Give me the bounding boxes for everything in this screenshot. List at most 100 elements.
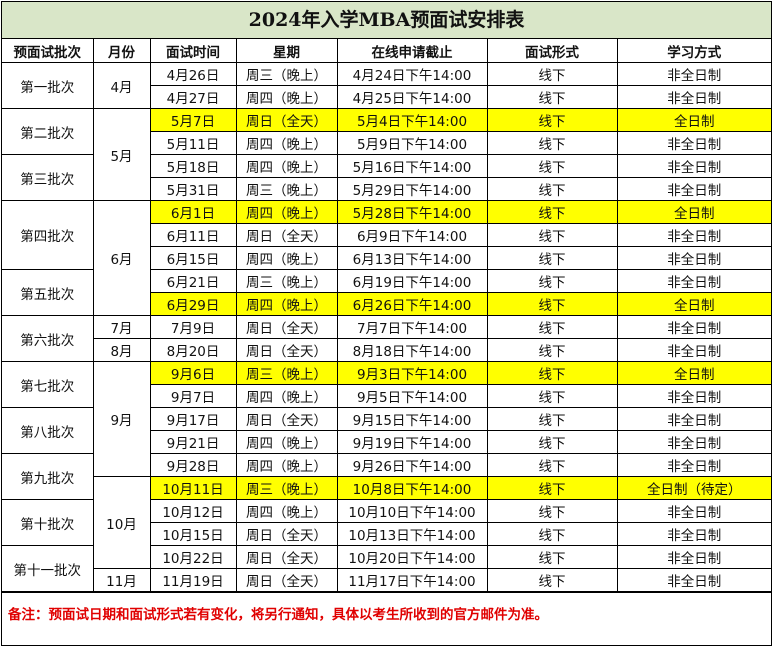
batch-cell: 第四批次 — [2, 200, 94, 270]
deadline-cell: 10月20日下午14:00 — [336, 545, 488, 569]
table-row: 5月11日 周四（晚上） 5月9日下午14:00 线下 非全日制 — [2, 131, 771, 155]
footnote: 备注：预面试日期和面试形式若有变化，将另行通知，具体以考生所收到的官方邮件为准。 — [2, 592, 771, 637]
weekday-cell: 周四（晚上） — [235, 453, 338, 477]
deadline-cell: 8月18日下午14:00 — [336, 338, 488, 362]
header-batch: 预面试批次 — [2, 39, 94, 63]
header-date: 面试时间 — [149, 39, 237, 63]
month-cell: 9月 — [92, 361, 151, 477]
deadline-cell: 6月13日下午14:00 — [336, 246, 488, 270]
study-cell: 非全日制 — [616, 568, 771, 592]
date-cell: 9月6日 — [149, 361, 237, 385]
weekday-cell: 周日（全天） — [235, 338, 338, 362]
deadline-cell: 9月26日下午14:00 — [336, 453, 488, 477]
batch-cell: 第三批次 — [2, 154, 94, 201]
study-cell: 非全日制 — [616, 384, 771, 408]
weekday-cell: 周三（晚上） — [235, 361, 338, 385]
format-cell: 线下 — [486, 568, 618, 592]
weekday-cell: 周四（晚上） — [235, 430, 338, 454]
table-row: 10月 10月11日 周三（晚上） 10月8日下午14:00 线下 全日制（待定） — [2, 476, 771, 569]
table-body: 第一批次 4月 4月26日 周三（晚上） 4月24日下午14:00 线下 非全日制 4月27日… — [2, 62, 771, 592]
date-cell: 10月11日 — [149, 476, 237, 500]
format-cell: 线下 — [486, 407, 618, 431]
deadline-cell: 10月13日下午14:00 — [336, 522, 488, 546]
date-cell: 6月1日 — [149, 200, 237, 224]
date-cell: 6月15日 — [150, 246, 237, 270]
table-row: 第十一批次 10月22日 周日（全天） 10月20日下午14:00 线下 非全日制 — [2, 545, 771, 592]
format-cell: 线下 — [486, 246, 618, 270]
deadline-cell: 9月5日下午14:00 — [336, 384, 488, 408]
date-cell: 9月17日 — [149, 407, 237, 431]
weekday-cell: 周日（全天） — [235, 223, 338, 247]
study-cell: 非全日制 — [616, 338, 771, 362]
table-row: 6月11日 周日（全天） 6月9日下午14:00 线下 非全日制 — [2, 223, 771, 247]
deadline-cell: 4月25日下午14:00 — [336, 85, 488, 109]
table-row: 第三批次 5月18日 周四（晚上） 5月16日下午14:00 线下 非全日制 — [2, 154, 771, 201]
study-cell: 非全日制 — [616, 154, 771, 178]
table-row: 11月 11月19日 周日（全天） 11月17日下午14:00 线下 非全日制 — [2, 568, 771, 592]
deadline-cell: 11月17日下午14:00 — [336, 568, 488, 592]
date-cell: 5月18日 — [149, 154, 237, 178]
deadline-cell: 9月3日下午14:00 — [336, 361, 488, 385]
format-cell: 线下 — [486, 476, 618, 500]
weekday-cell: 周日（全天） — [235, 315, 338, 339]
format-cell: 线下 — [486, 430, 618, 454]
date-cell: 9月28日 — [149, 453, 237, 477]
study-cell: 非全日制 — [616, 177, 771, 201]
header-weekday: 星期 — [235, 39, 338, 63]
format-cell: 线下 — [486, 62, 618, 86]
date-cell: 9月7日 — [150, 384, 237, 408]
format-cell: 线下 — [486, 108, 618, 132]
deadline-cell: 5月28日下午14:00 — [336, 200, 488, 224]
study-cell: 全日制（待定） — [616, 476, 771, 500]
deadline-cell: 9月15日下午14:00 — [336, 407, 488, 431]
header-deadline: 在线申请截止 — [336, 39, 488, 63]
batch-cell: 第二批次 — [2, 108, 94, 155]
table-row: 9月7日 周四（晚上） 9月5日下午14:00 线下 非全日制 — [2, 384, 771, 408]
deadline-cell: 5月4日下午14:00 — [336, 108, 488, 132]
study-cell: 全日制 — [616, 200, 771, 224]
weekday-cell: 周三（晚上） — [235, 476, 338, 500]
weekday-cell: 周四（晚上） — [235, 200, 338, 224]
header-study: 学习方式 — [616, 39, 771, 63]
weekday-cell: 周四（晚上） — [235, 85, 338, 109]
table-row: 第十批次 10月12日 周四（晚上） 10月10日下午14:00 线下 非全日制 — [2, 499, 771, 546]
deadline-cell: 7月7日下午14:00 — [336, 315, 488, 339]
batch-cell: 第八批次 — [2, 407, 94, 454]
format-cell: 线下 — [486, 292, 618, 316]
weekday-cell: 周日（全天） — [235, 568, 338, 592]
table-row: 6月29日 周四（晚上） 6月26日下午14:00 线下 全日制 — [2, 292, 771, 316]
table-row: 6月15日 周四（晚上） 6月13日下午14:00 线下 非全日制 — [2, 246, 771, 270]
table-row: 第二批次 5月 5月7日 周日（全天） 5月4日下午14:00 线下 全日制 — [2, 108, 771, 201]
study-cell: 非全日制 — [616, 246, 771, 270]
deadline-cell: 6月19日下午14:00 — [336, 269, 488, 293]
batch-cell: 第九批次 — [2, 453, 94, 500]
weekday-cell: 周三（晚上） — [235, 269, 338, 293]
batch-cell: 第十一批次 — [2, 545, 94, 592]
deadline-cell: 10月10日下午14:00 — [336, 499, 488, 523]
schedule-table: 预面试批次 月份 面试时间 星期 在线申请截止 面试形式 学习方式 第一批次 4月… — [2, 39, 771, 592]
study-cell: 非全日制 — [616, 269, 771, 293]
study-cell: 非全日制 — [616, 62, 771, 86]
format-cell: 线下 — [486, 384, 618, 408]
format-cell: 线下 — [486, 545, 618, 569]
date-cell: 10月15日 — [150, 522, 237, 546]
batch-cell: 第一批次 — [2, 62, 94, 109]
date-cell: 8月20日 — [149, 338, 237, 362]
date-cell: 5月7日 — [149, 108, 237, 132]
weekday-cell: 周四（晚上） — [235, 499, 338, 523]
date-cell: 6月21日 — [149, 269, 237, 293]
table-row: 5月31日 周三（晚上） 5月29日下午14:00 线下 非全日制 — [2, 177, 771, 201]
format-cell: 线下 — [486, 522, 618, 546]
deadline-cell: 5月16日下午14:00 — [336, 154, 488, 178]
format-cell: 线下 — [486, 338, 618, 362]
format-cell: 线下 — [486, 223, 618, 247]
study-cell: 全日制 — [616, 361, 771, 385]
deadline-cell: 9月19日下午14:00 — [336, 430, 488, 454]
table-row: 第六批次 7月 7月9日 周日（全天） 7月7日下午14:00 线下 非全日制 — [2, 315, 771, 362]
page-title: 2024年入学MBA预面试安排表 — [2, 2, 771, 39]
month-cell: 10月 — [93, 476, 151, 569]
weekday-cell: 周日（全天） — [235, 407, 338, 431]
date-cell: 5月11日 — [150, 131, 237, 155]
table-row: 第一批次 4月 4月26日 周三（晚上） 4月24日下午14:00 线下 非全日制 — [2, 62, 771, 109]
format-cell: 线下 — [486, 269, 618, 293]
